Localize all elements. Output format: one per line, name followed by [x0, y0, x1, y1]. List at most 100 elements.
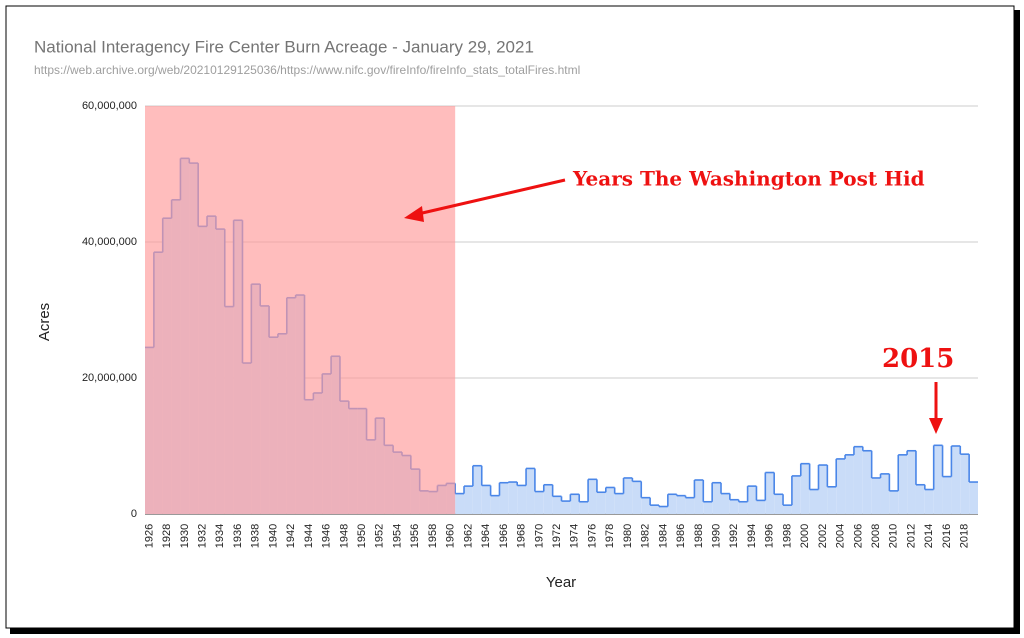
area-step — [614, 493, 624, 514]
area-step — [588, 479, 597, 514]
area-step — [791, 475, 801, 514]
x-tick-label: 1942 — [285, 524, 297, 548]
area-step — [526, 468, 535, 514]
arrow — [404, 178, 943, 434]
x-tick-label: 1958 — [427, 524, 439, 548]
area-step — [632, 481, 642, 514]
y-tick-label: 0 — [131, 508, 137, 520]
x-tick-label: 2016 — [941, 524, 953, 548]
x-tick-label: 1936 — [232, 524, 244, 548]
area-step — [738, 501, 748, 514]
area-step — [490, 495, 500, 514]
x-tick-label: 1966 — [498, 524, 510, 548]
area-step — [836, 458, 846, 514]
x-tick-label: 1938 — [250, 524, 262, 548]
x-tick-label: 1948 — [338, 524, 350, 548]
frame-shadow — [1014, 10, 1020, 634]
area-step — [508, 482, 518, 514]
x-tick-label: 2004 — [835, 524, 847, 548]
area-step — [517, 485, 527, 514]
x-tick-label: 1968 — [516, 524, 528, 548]
area-step — [676, 495, 686, 514]
area-step — [783, 505, 792, 514]
x-tick-label: 1978 — [604, 524, 616, 548]
x-tick-label: 2012 — [905, 524, 917, 548]
area-step — [765, 472, 775, 514]
x-tick-label: 1992 — [728, 524, 740, 548]
x-tick-label: 1994 — [746, 524, 758, 548]
x-tick-label: 1982 — [640, 524, 652, 548]
area-step — [960, 454, 970, 514]
area-step — [862, 450, 872, 514]
area-step — [809, 489, 819, 514]
area-step — [951, 446, 961, 514]
x-tick-label: 1996 — [764, 524, 776, 548]
x-tick-label: 1944 — [303, 524, 315, 548]
area-step — [703, 501, 713, 514]
area-step — [818, 465, 828, 514]
x-tick-label: 1984 — [657, 524, 669, 548]
x-tick-label: 1940 — [267, 524, 279, 548]
area-step — [464, 486, 473, 514]
area-step — [915, 484, 925, 514]
area-step — [667, 494, 677, 514]
x-tick-label: 1962 — [462, 524, 474, 548]
area-step — [756, 500, 766, 514]
area-step — [924, 489, 934, 514]
area-step — [871, 477, 881, 514]
annotation: Years The Washington Post Hid — [572, 167, 925, 191]
area-step — [534, 491, 544, 514]
x-tick-label: 2008 — [870, 524, 882, 548]
area-step — [800, 463, 810, 514]
x-tick-label: 1980 — [622, 524, 634, 548]
area-step — [561, 501, 571, 514]
x-tick-label: 1932 — [197, 524, 209, 548]
y-tick-label: 60,000,000 — [82, 100, 137, 112]
x-tick-label: 1954 — [391, 524, 403, 548]
area-step — [907, 450, 916, 514]
area-step — [650, 505, 659, 514]
x-tick-label: 1952 — [374, 524, 386, 548]
area-step — [570, 494, 580, 514]
area-step — [694, 480, 704, 514]
area-step — [605, 487, 615, 514]
x-tick-label: 1970 — [533, 524, 545, 548]
x-tick-label: 1928 — [161, 524, 173, 548]
x-tick-label: 1986 — [675, 524, 687, 548]
x-tick-label: 1988 — [693, 524, 705, 548]
x-tick-label: 1976 — [586, 524, 598, 548]
area-step — [853, 446, 863, 514]
frame-shadow — [10, 628, 1020, 634]
area-step — [685, 497, 695, 514]
y-tick-label: 20,000,000 — [82, 372, 137, 384]
area-step — [543, 484, 553, 514]
area-step — [623, 477, 633, 514]
area-step — [747, 486, 757, 514]
x-tick-label: 2010 — [888, 524, 900, 548]
area-step — [641, 497, 651, 514]
x-tick-label: 1946 — [321, 524, 333, 548]
x-tick-label: 1972 — [551, 524, 563, 548]
x-tick-label: 1930 — [179, 524, 191, 548]
area-step — [481, 485, 491, 514]
area-step — [774, 494, 784, 514]
area-step — [712, 482, 722, 514]
area-step — [889, 490, 899, 514]
area-step — [472, 465, 482, 514]
x-tick-label: 1998 — [781, 524, 793, 548]
y-tick-label: 40,000,000 — [82, 236, 137, 248]
chart-title: National Interagency Fire Center Burn Ac… — [34, 37, 534, 56]
y-axis-label: Acres — [36, 303, 53, 341]
area-step — [596, 492, 606, 514]
annotation: 2015 — [882, 344, 954, 374]
area-step — [455, 493, 465, 514]
x-tick-label: 1960 — [445, 524, 457, 548]
area-step — [552, 496, 562, 514]
x-tick-label: 1974 — [569, 524, 581, 548]
x-tick-label: 1990 — [710, 524, 722, 548]
area-step — [579, 501, 589, 514]
x-tick-label: 1934 — [214, 524, 226, 548]
area-step — [898, 454, 908, 514]
